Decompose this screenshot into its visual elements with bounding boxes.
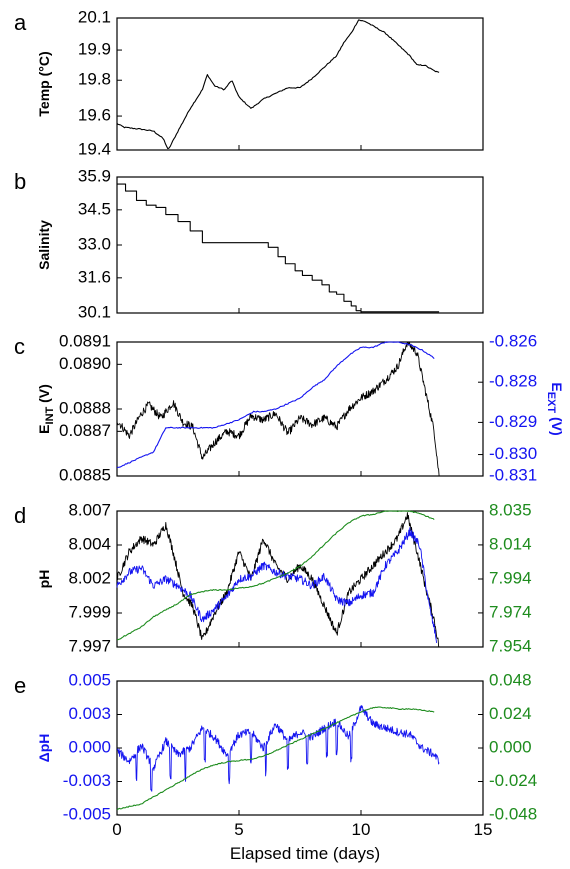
panel-letter-d: d xyxy=(14,503,26,528)
y-right-tick-label-d: 7.974 xyxy=(489,602,532,621)
panel-d: d 8.007 8.004 8.002 7.999 7.997 8.035 8.014 7.99… xyxy=(14,500,532,655)
y-axis-label-e: ΔpH xyxy=(36,734,52,763)
y-right-tick-label-d: 7.994 xyxy=(489,568,532,587)
series-line-b-0 xyxy=(117,183,440,313)
y-right-axis-label-c: EEXT (V) xyxy=(545,382,565,435)
y-axis-label-c: EINT (V) xyxy=(36,384,56,434)
y-tick-label-b: 34.5 xyxy=(78,199,111,218)
x-tick-label: 5 xyxy=(234,820,243,839)
y-right-tick-label-e: -0.024 xyxy=(489,771,537,790)
panel-a: a 20.1 19.9 19.8 19.6 19.4 Temp (°C) xyxy=(14,7,484,158)
y-tick-label-a: 19.8 xyxy=(78,70,111,89)
y-right-tick-label-e: 0.048 xyxy=(489,670,532,689)
y-tick-label-e: -0.003 xyxy=(63,771,111,790)
y-tick-label-c: 0.0887 xyxy=(59,421,111,440)
y-tick-label-a: 20.1 xyxy=(78,7,111,26)
series-line-d-2 xyxy=(116,510,435,641)
panel-b: b 35.9 34.5 33.0 31.6 30.1 Salinity xyxy=(14,166,484,321)
x-tick-label: 0 xyxy=(112,820,121,839)
x-tick-label: 10 xyxy=(352,820,371,839)
y-right-tick-label-e: 0.000 xyxy=(489,737,532,756)
series-line-e-0 xyxy=(116,704,440,792)
y-tick-label-e: 0.003 xyxy=(68,704,111,723)
y-tick-label-c: 0.0885 xyxy=(59,465,111,484)
y-tick-label-b: 33.0 xyxy=(78,234,111,253)
panel-frame-d xyxy=(116,510,484,648)
y-tick-label-d: 8.007 xyxy=(68,500,111,519)
y-tick-label-b: 30.1 xyxy=(78,302,111,321)
series-line-c-1 xyxy=(116,341,435,469)
panel-letter-a: a xyxy=(14,10,27,35)
y-tick-label-b: 31.6 xyxy=(78,267,111,286)
y-tick-label-d: 8.004 xyxy=(68,534,111,553)
y-right-tick-label-d: 8.035 xyxy=(489,500,532,519)
series-line-d-0 xyxy=(116,512,440,647)
y-right-tick-label-c: -0.826 xyxy=(489,331,537,350)
panel-letter-e: e xyxy=(14,673,26,698)
y-right-tick-label-c: -0.831 xyxy=(489,465,537,484)
x-axis-label: Elapsed time (days) xyxy=(230,844,380,863)
y-axis-label-a: Temp (°C) xyxy=(36,51,52,116)
panel-e: e 0.005 0.003 0.000 -0.003 -0.005 0.048 0.024 0.… xyxy=(14,670,537,863)
y-right-tick-label-c: -0.830 xyxy=(489,444,537,463)
y-right-tick-label-e: 0.024 xyxy=(489,704,532,723)
panel-frame-b xyxy=(116,176,484,314)
panel-letter-b: b xyxy=(14,169,26,194)
y-tick-label-c: 0.0891 xyxy=(59,331,111,350)
y-tick-label-d: 7.999 xyxy=(68,602,111,621)
y-right-tick-label-e: -0.048 xyxy=(489,804,537,823)
y-tick-label-a: 19.4 xyxy=(78,139,111,158)
y-axis-label-b: Salinity xyxy=(36,220,52,270)
y-tick-label-c: 0.0888 xyxy=(59,398,111,417)
y-right-tick-label-c: -0.829 xyxy=(489,412,537,431)
x-tick-label: 15 xyxy=(474,820,493,839)
y-right-tick-label-c: -0.828 xyxy=(489,372,537,391)
y-tick-label-a: 19.6 xyxy=(78,106,111,125)
series-line-e-1 xyxy=(116,706,435,811)
series-line-d-1 xyxy=(116,527,438,643)
y-tick-label-c: 0.0890 xyxy=(59,354,111,373)
panel-letter-c: c xyxy=(14,334,25,359)
y-tick-label-d: 8.002 xyxy=(68,568,111,587)
panel-frame-a xyxy=(116,17,484,151)
y-tick-label-d: 7.997 xyxy=(68,636,111,655)
panel-c: c 0.0891 0.0890 0.0888 0.0887 0.0885 -0.826 -0.… xyxy=(14,331,565,484)
y-right-tick-label-d: 8.014 xyxy=(489,534,532,553)
y-right-tick-label-d: 7.954 xyxy=(489,636,532,655)
y-tick-label-e: 0.005 xyxy=(68,670,111,689)
y-tick-label-e: 0.000 xyxy=(68,737,111,756)
series-line-c-0 xyxy=(116,341,440,477)
y-axis-label-d: pH xyxy=(36,570,52,589)
y-tick-label-a: 19.9 xyxy=(78,40,111,59)
y-tick-label-e: -0.005 xyxy=(63,804,111,823)
y-tick-label-b: 35.9 xyxy=(78,166,111,185)
series-line-a-0 xyxy=(116,19,440,150)
panel-frame-c xyxy=(116,341,484,477)
